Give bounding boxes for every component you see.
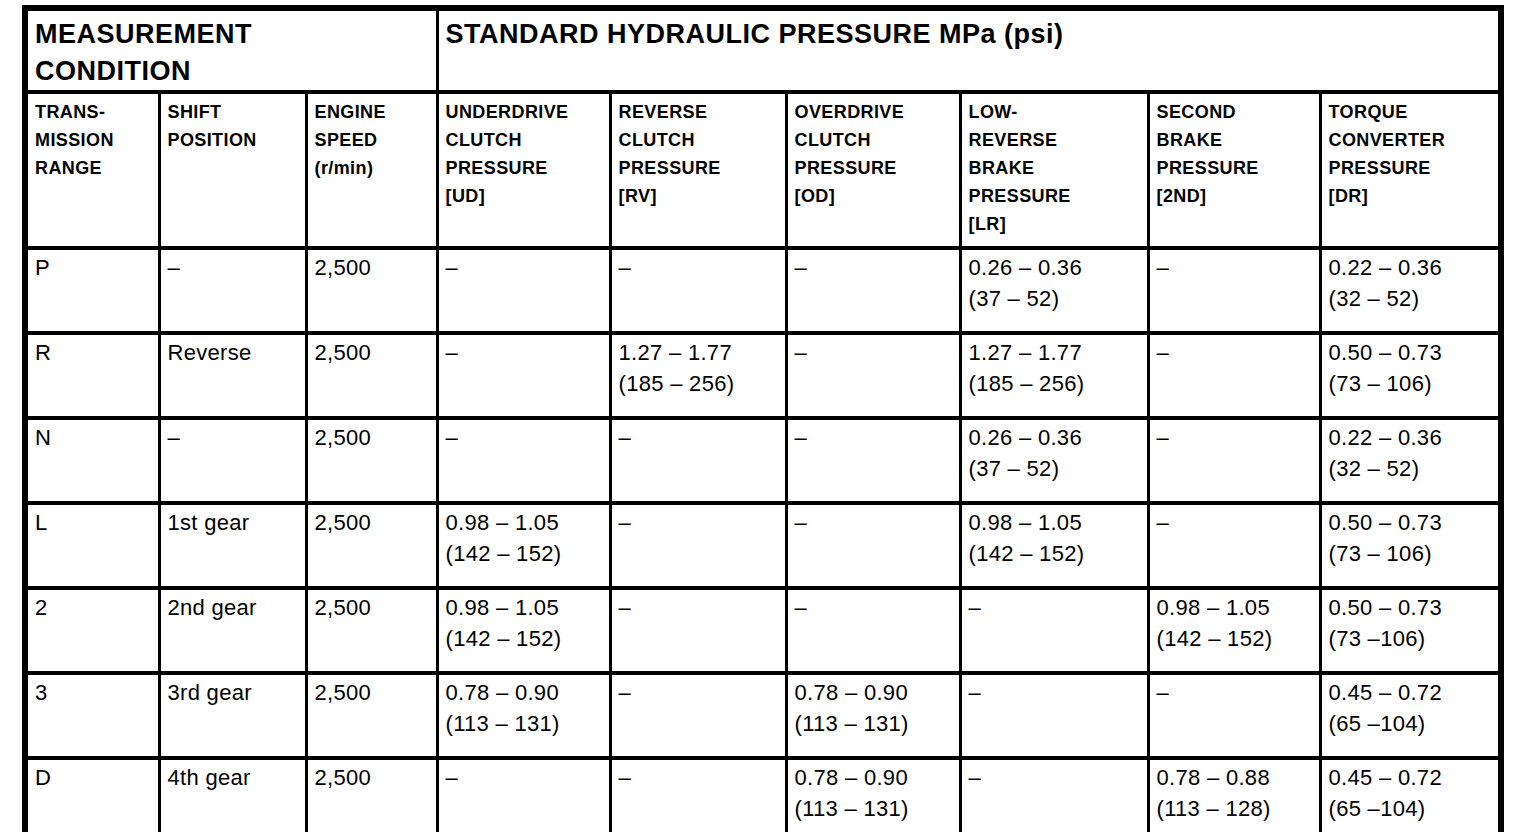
cell-L-ud-pressure: 0.98 – 1.05 (142 – 152) (437, 503, 610, 588)
column-header-ud-pressure: UNDERDRIVE CLUTCH PRESSURE [UD] (437, 92, 610, 248)
cell-N-dr-pressure: 0.22 – 0.36 (32 – 52) (1320, 418, 1501, 503)
column-header-dr-pressure: TORQUE CONVERTER PRESSURE [DR] (1320, 92, 1501, 248)
cell-2-lr-pressure: – (960, 588, 1148, 673)
column-header-transmission-range: TRANS- MISSION RANGE (25, 92, 159, 248)
cell-2-ud-pressure: 0.98 – 1.05 (142 – 152) (437, 588, 610, 673)
column-header-shift-position: SHIFT POSITION (159, 92, 306, 248)
cell-3-transmission-range: 3 (25, 673, 159, 758)
cell-L-lr-pressure: 0.98 – 1.05 (142 – 152) (960, 503, 1148, 588)
cell-N-rv-pressure: – (610, 418, 786, 503)
cell-L-shift-position: 1st gear (159, 503, 306, 588)
column-header-rv-pressure: REVERSE CLUTCH PRESSURE [RV] (610, 92, 786, 248)
cell-N-engine-speed: 2,500 (306, 418, 437, 503)
cell-2-2nd-pressure: 0.98 – 1.05 (142 – 152) (1148, 588, 1320, 673)
cell-3-engine-speed: 2,500 (306, 673, 437, 758)
cell-R-lr-pressure: 1.27 – 1.77 (185 – 256) (960, 333, 1148, 418)
cell-L-od-pressure: – (786, 503, 960, 588)
hydraulic-pressure-table: MEASUREMENT CONDITION STANDARD HYDRAULIC… (22, 5, 1504, 832)
cell-P-dr-pressure: 0.22 – 0.36 (32 – 52) (1320, 248, 1501, 333)
cell-2-od-pressure: – (786, 588, 960, 673)
cell-N-transmission-range: N (25, 418, 159, 503)
cell-P-lr-pressure: 0.26 – 0.36 (37 – 52) (960, 248, 1148, 333)
cell-2-engine-speed: 2,500 (306, 588, 437, 673)
cell-3-lr-pressure: – (960, 673, 1148, 758)
table-row-2: 22nd gear2,5000.98 – 1.05 (142 – 152)–––… (25, 588, 1501, 673)
cell-L-dr-pressure: 0.50 – 0.73 (73 – 106) (1320, 503, 1501, 588)
table-column-header-row: TRANS- MISSION RANGESHIFT POSITIONENGINE… (25, 92, 1501, 248)
cell-R-rv-pressure: 1.27 – 1.77 (185 – 256) (610, 333, 786, 418)
cell-N-2nd-pressure: – (1148, 418, 1320, 503)
cell-D-ud-pressure: – (437, 758, 610, 832)
table-group-header-row: MEASUREMENT CONDITION STANDARD HYDRAULIC… (25, 8, 1501, 92)
cell-3-ud-pressure: 0.78 – 0.90 (113 – 131) (437, 673, 610, 758)
cell-P-od-pressure: – (786, 248, 960, 333)
cell-R-dr-pressure: 0.50 – 0.73 (73 – 106) (1320, 333, 1501, 418)
cell-D-2nd-pressure: 0.78 – 0.88 (113 – 128) (1148, 758, 1320, 832)
table-row-3: 33rd gear2,5000.78 – 0.90 (113 – 131)–0.… (25, 673, 1501, 758)
column-header-lr-pressure: LOW- REVERSE BRAKE PRESSURE [LR] (960, 92, 1148, 248)
cell-3-dr-pressure: 0.45 – 0.72 (65 –104) (1320, 673, 1501, 758)
cell-N-ud-pressure: – (437, 418, 610, 503)
cell-D-engine-speed: 2,500 (306, 758, 437, 832)
cell-D-lr-pressure: – (960, 758, 1148, 832)
cell-3-shift-position: 3rd gear (159, 673, 306, 758)
column-header-2nd-pressure: SECOND BRAKE PRESSURE [2ND] (1148, 92, 1320, 248)
cell-R-transmission-range: R (25, 333, 159, 418)
cell-L-rv-pressure: – (610, 503, 786, 588)
cell-R-2nd-pressure: – (1148, 333, 1320, 418)
cell-P-ud-pressure: – (437, 248, 610, 333)
cell-3-od-pressure: 0.78 – 0.90 (113 – 131) (786, 673, 960, 758)
cell-P-shift-position: – (159, 248, 306, 333)
table-body: P–2,500–––0.26 – 0.36 (37 – 52)–0.22 – 0… (25, 248, 1501, 832)
cell-D-transmission-range: D (25, 758, 159, 832)
document-page: MEASUREMENT CONDITION STANDARD HYDRAULIC… (0, 0, 1536, 832)
cell-P-2nd-pressure: – (1148, 248, 1320, 333)
cell-N-lr-pressure: 0.26 – 0.36 (37 – 52) (960, 418, 1148, 503)
table-row-L: L1st gear2,5000.98 – 1.05 (142 – 152)––0… (25, 503, 1501, 588)
table-row-D: D4th gear2,500––0.78 – 0.90 (113 – 131)–… (25, 758, 1501, 832)
cell-3-rv-pressure: – (610, 673, 786, 758)
column-header-od-pressure: OVERDRIVE CLUTCH PRESSURE [OD] (786, 92, 960, 248)
header-standard-hydraulic-pressure: STANDARD HYDRAULIC PRESSURE MPa (psi) (437, 8, 1501, 92)
cell-2-rv-pressure: – (610, 588, 786, 673)
cell-R-shift-position: Reverse (159, 333, 306, 418)
cell-D-od-pressure: 0.78 – 0.90 (113 – 131) (786, 758, 960, 832)
table-row-R: RReverse2,500–1.27 – 1.77 (185 – 256)–1.… (25, 333, 1501, 418)
cell-P-engine-speed: 2,500 (306, 248, 437, 333)
column-header-engine-speed: ENGINE SPEED (r/min) (306, 92, 437, 248)
cell-R-ud-pressure: – (437, 333, 610, 418)
cell-R-engine-speed: 2,500 (306, 333, 437, 418)
cell-N-od-pressure: – (786, 418, 960, 503)
cell-L-engine-speed: 2,500 (306, 503, 437, 588)
header-measurement-condition: MEASUREMENT CONDITION (25, 8, 437, 92)
cell-2-shift-position: 2nd gear (159, 588, 306, 673)
cell-N-shift-position: – (159, 418, 306, 503)
cell-R-od-pressure: – (786, 333, 960, 418)
cell-D-shift-position: 4th gear (159, 758, 306, 832)
cell-L-transmission-range: L (25, 503, 159, 588)
cell-D-rv-pressure: – (610, 758, 786, 832)
cell-P-rv-pressure: – (610, 248, 786, 333)
cell-3-2nd-pressure: – (1148, 673, 1320, 758)
cell-2-transmission-range: 2 (25, 588, 159, 673)
cell-P-transmission-range: P (25, 248, 159, 333)
cell-D-dr-pressure: 0.45 – 0.72 (65 –104) (1320, 758, 1501, 832)
table-row-N: N–2,500–––0.26 – 0.36 (37 – 52)–0.22 – 0… (25, 418, 1501, 503)
table-row-P: P–2,500–––0.26 – 0.36 (37 – 52)–0.22 – 0… (25, 248, 1501, 333)
cell-L-2nd-pressure: – (1148, 503, 1320, 588)
cell-2-dr-pressure: 0.50 – 0.73 (73 –106) (1320, 588, 1501, 673)
